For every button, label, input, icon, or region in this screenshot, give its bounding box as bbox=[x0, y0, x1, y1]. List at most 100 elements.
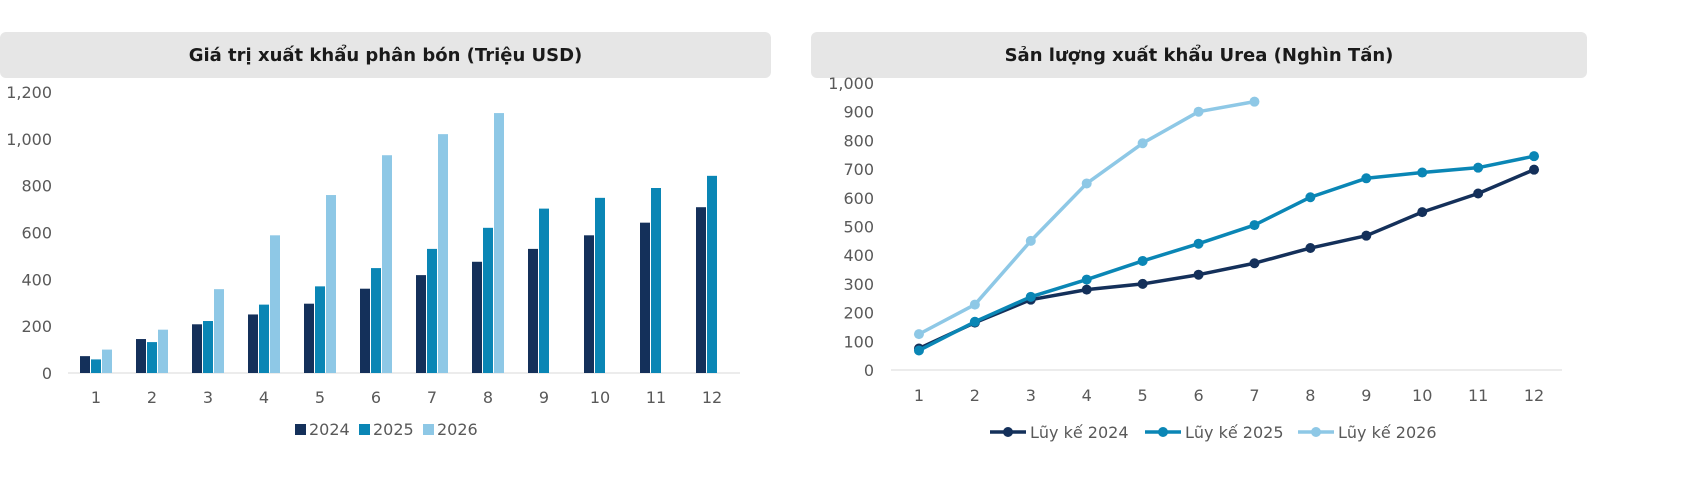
x-tick-label: 5 bbox=[315, 388, 325, 407]
bar bbox=[80, 356, 90, 373]
y-tick-label: 0 bbox=[864, 361, 874, 380]
bar bbox=[158, 329, 168, 373]
bar bbox=[360, 288, 370, 373]
data-point bbox=[1025, 235, 1036, 246]
bar bbox=[595, 197, 605, 373]
data-point bbox=[1137, 255, 1148, 266]
data-point bbox=[1249, 220, 1260, 231]
data-point bbox=[1137, 278, 1148, 289]
bar bbox=[192, 324, 202, 373]
bar bbox=[326, 195, 336, 373]
x-tick-label: 1 bbox=[91, 388, 101, 407]
bar bbox=[696, 207, 706, 373]
x-tick-label: 2 bbox=[970, 386, 980, 405]
bar bbox=[483, 227, 493, 373]
x-tick-label: 10 bbox=[1412, 386, 1432, 405]
x-tick-label: 3 bbox=[1026, 386, 1036, 405]
bar bbox=[416, 275, 426, 373]
x-tick-label: 4 bbox=[1082, 386, 1092, 405]
bar bbox=[102, 349, 112, 373]
x-tick-label: 12 bbox=[1524, 386, 1544, 405]
x-tick-label: 12 bbox=[702, 388, 722, 407]
bar bbox=[304, 303, 314, 373]
data-point bbox=[1249, 258, 1260, 269]
legend-swatch bbox=[423, 424, 434, 435]
bar bbox=[472, 261, 482, 373]
data-point bbox=[1305, 243, 1316, 254]
data-point bbox=[1137, 138, 1148, 149]
data-point bbox=[1417, 207, 1428, 218]
bar bbox=[259, 304, 269, 373]
y-tick-label: 0 bbox=[42, 364, 52, 383]
data-point bbox=[1081, 284, 1092, 295]
bar bbox=[214, 289, 224, 373]
series-line bbox=[918, 154, 1535, 353]
data-point bbox=[969, 299, 980, 310]
data-point bbox=[1417, 167, 1428, 178]
line-chart-title: Sản lượng xuất khẩu Urea (Nghìn Tấn) bbox=[811, 32, 1587, 78]
bar bbox=[91, 359, 101, 373]
legend-swatch bbox=[295, 424, 306, 435]
x-tick-label: 5 bbox=[1138, 386, 1148, 405]
data-point bbox=[1529, 164, 1540, 175]
bar bbox=[539, 208, 549, 373]
legend-label: Lũy kế 2026 bbox=[1338, 423, 1437, 442]
y-tick-label: 900 bbox=[843, 103, 874, 122]
y-tick-label: 1,200 bbox=[6, 83, 52, 102]
data-point bbox=[969, 316, 980, 327]
bar-chart-title: Giá trị xuất khẩu phân bón (Triệu USD) bbox=[0, 32, 771, 78]
data-point bbox=[1193, 269, 1204, 280]
x-tick-label: 3 bbox=[203, 388, 213, 407]
bar bbox=[494, 113, 504, 373]
x-tick-label: 6 bbox=[371, 388, 381, 407]
y-tick-label: 200 bbox=[21, 317, 52, 336]
data-point bbox=[1361, 173, 1372, 184]
x-tick-label: 10 bbox=[590, 388, 610, 407]
data-point bbox=[1081, 178, 1092, 189]
data-point bbox=[1473, 162, 1484, 173]
data-point bbox=[1529, 151, 1540, 162]
series-line bbox=[918, 168, 1535, 351]
x-tick-label: 8 bbox=[483, 388, 493, 407]
x-tick-label: 11 bbox=[646, 388, 666, 407]
y-tick-label: 300 bbox=[843, 275, 874, 294]
legend-label: 2025 bbox=[373, 420, 414, 439]
data-point bbox=[913, 329, 924, 340]
legend-marker bbox=[1003, 427, 1013, 437]
x-tick-label: 1 bbox=[914, 386, 924, 405]
y-tick-label: 400 bbox=[843, 246, 874, 265]
x-tick-label: 7 bbox=[427, 388, 437, 407]
x-tick-label: 9 bbox=[539, 388, 549, 407]
bar bbox=[707, 175, 717, 373]
data-point bbox=[1193, 238, 1204, 249]
data-point bbox=[1081, 274, 1092, 285]
bar bbox=[147, 342, 157, 373]
x-tick-label: 4 bbox=[259, 388, 269, 407]
y-tick-label: 100 bbox=[843, 332, 874, 351]
bar bbox=[315, 286, 325, 373]
y-tick-label: 600 bbox=[843, 189, 874, 208]
bar bbox=[584, 235, 594, 373]
y-tick-label: 600 bbox=[21, 224, 52, 243]
data-point bbox=[1305, 192, 1316, 203]
data-point bbox=[1249, 96, 1260, 107]
bar bbox=[382, 155, 392, 373]
y-tick-label: 800 bbox=[843, 131, 874, 150]
bar bbox=[528, 248, 538, 373]
legend-marker bbox=[1158, 427, 1168, 437]
legend-label: 2026 bbox=[437, 420, 478, 439]
data-point bbox=[1473, 188, 1484, 199]
data-point bbox=[1361, 230, 1372, 241]
bar bbox=[203, 321, 213, 373]
y-tick-label: 400 bbox=[21, 270, 52, 289]
legend-marker bbox=[1311, 427, 1321, 437]
data-point bbox=[1025, 291, 1036, 302]
x-tick-label: 7 bbox=[1249, 386, 1259, 405]
legend-label: Lũy kế 2025 bbox=[1185, 423, 1284, 442]
x-tick-label: 6 bbox=[1193, 386, 1203, 405]
y-tick-label: 500 bbox=[843, 218, 874, 237]
data-point bbox=[1193, 106, 1204, 117]
x-tick-label: 11 bbox=[1468, 386, 1488, 405]
y-tick-label: 200 bbox=[843, 304, 874, 323]
